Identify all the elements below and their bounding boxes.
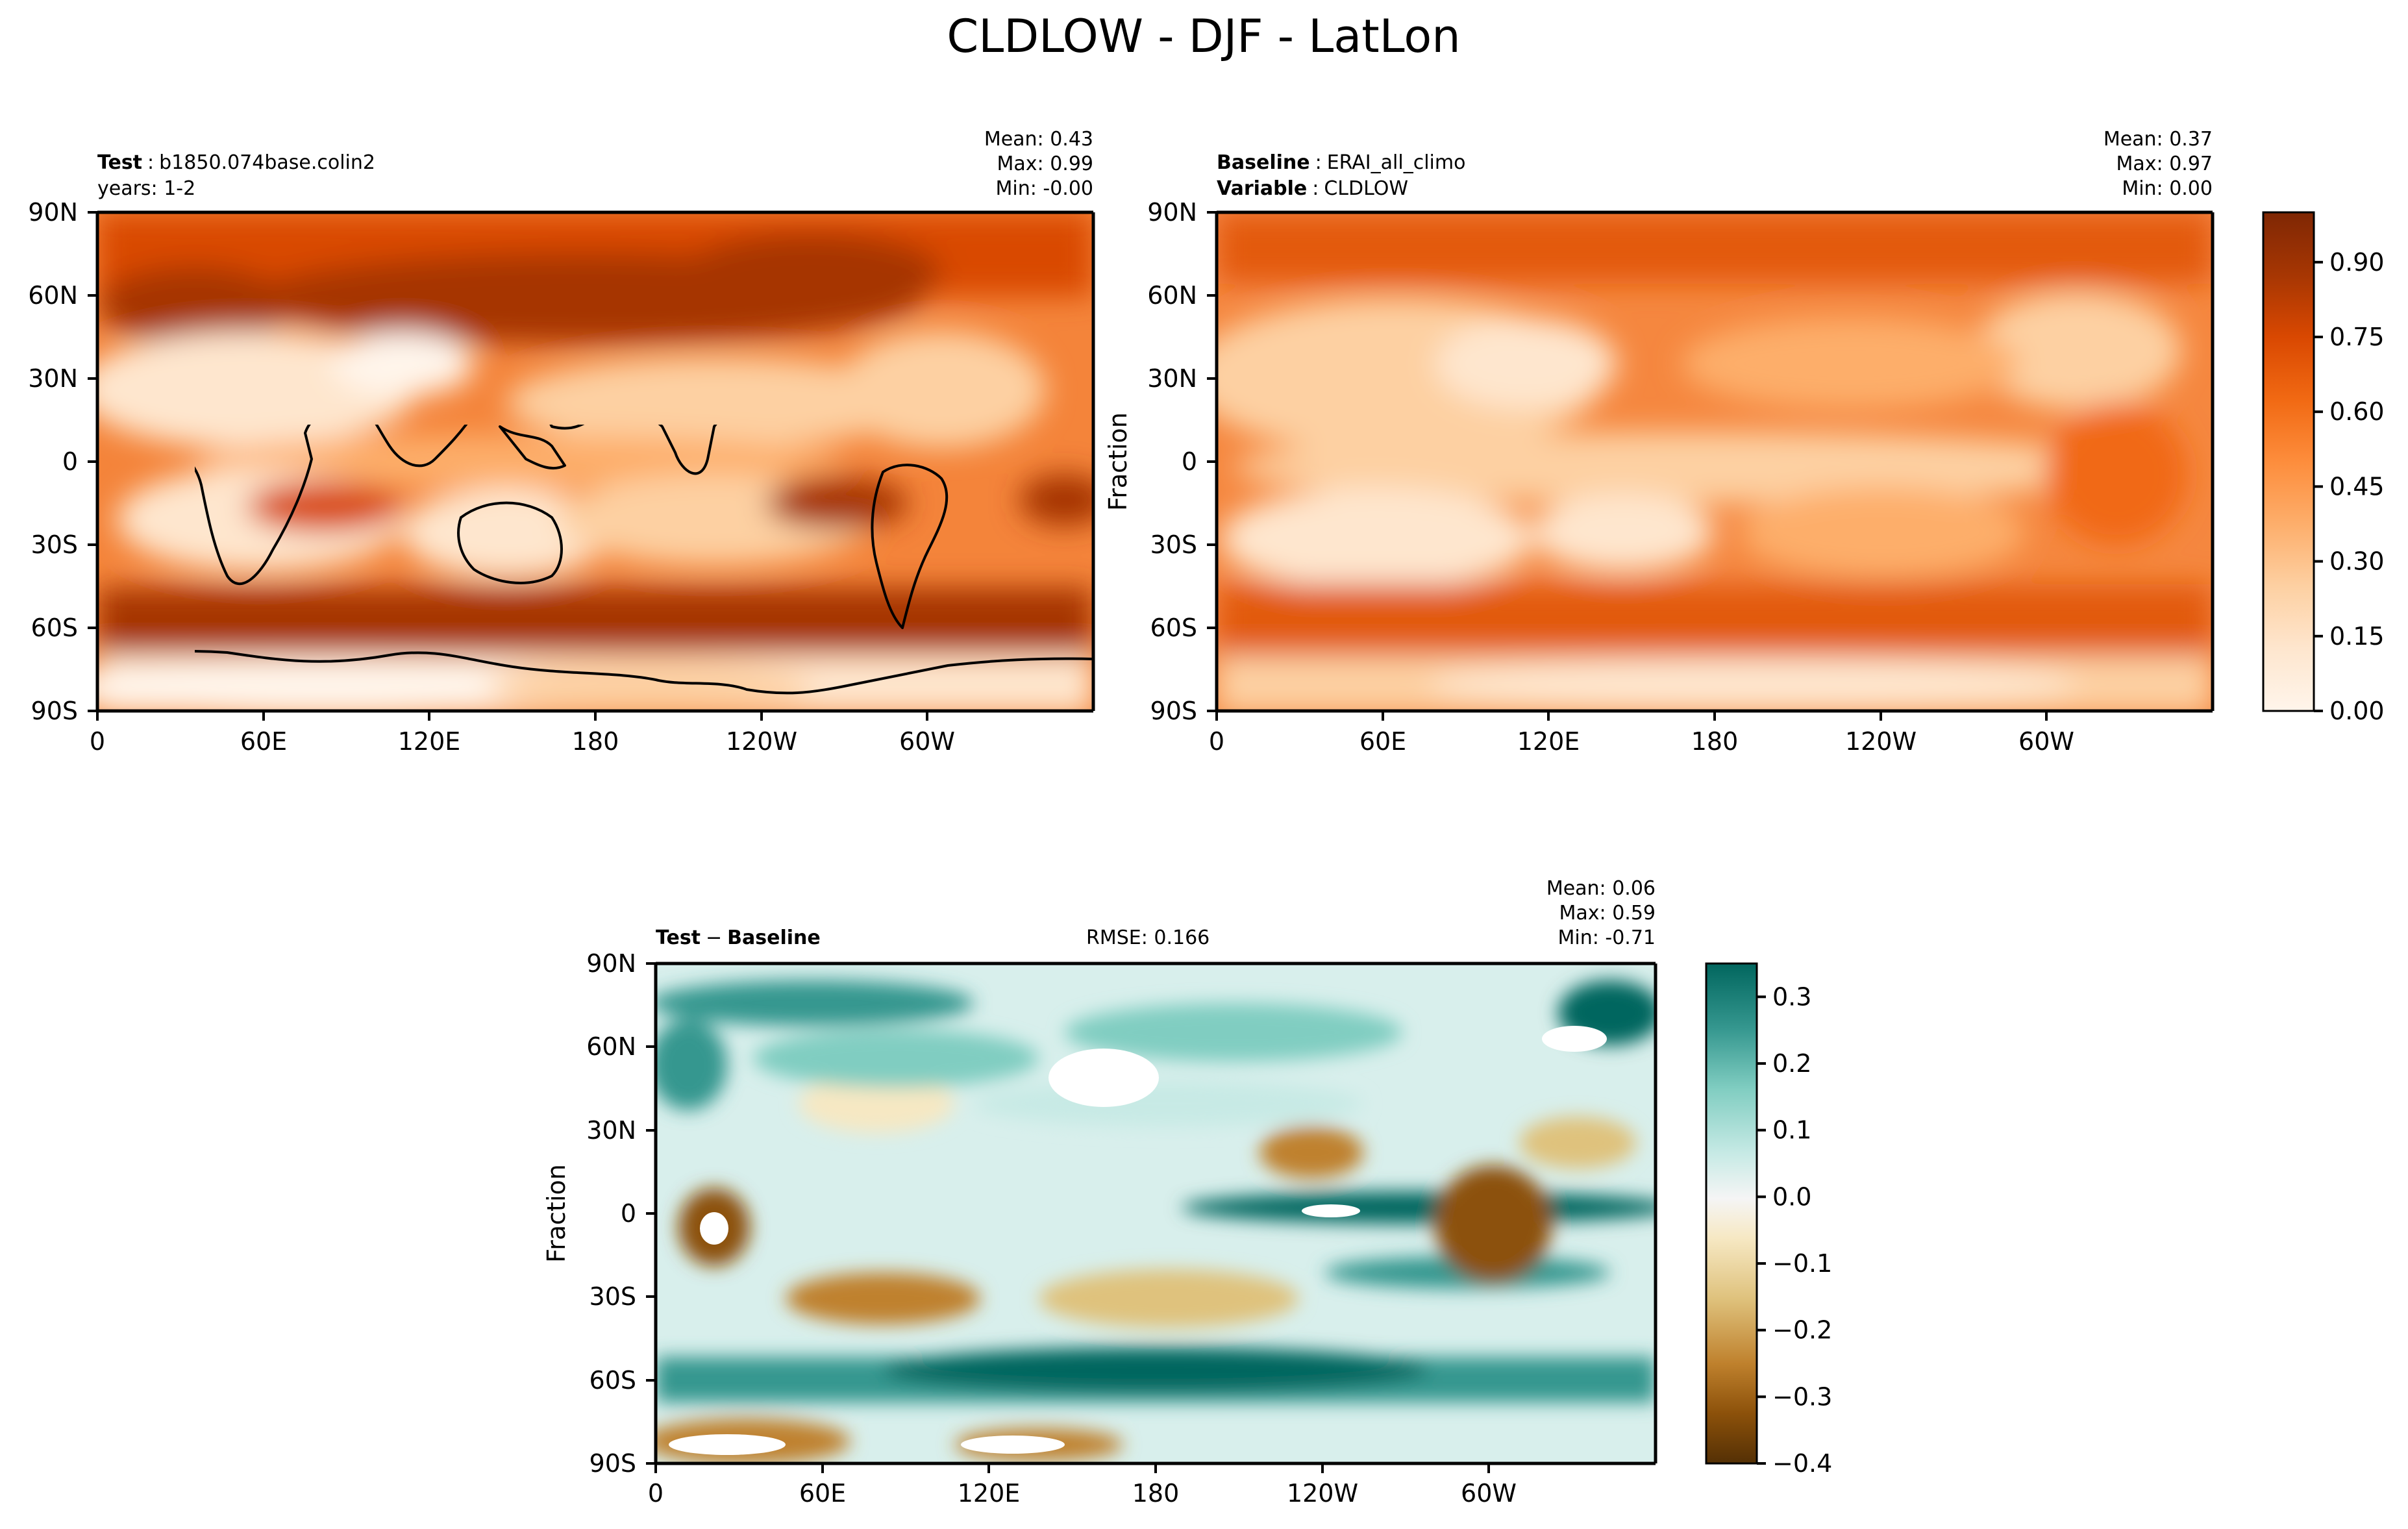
panel-baseline-yticks: 90N 60N 30N 0 30S 60S 90S — [1147, 198, 1217, 725]
panel-test: Test: b1850.074base.colin2 years: 1-2 Mea… — [28, 128, 1095, 756]
colorbar-difference-ticklabel: −0.2 — [1772, 1316, 1832, 1345]
colorbar-fraction-ticklabel: 0.45 — [2329, 472, 2385, 501]
panel-baseline-header: Baseline: ERAI_all_climo — [1217, 151, 1465, 174]
panel-baseline-xtick-60e: 60E — [1359, 727, 1406, 756]
panel-baseline-ytick-90s: 90S — [1150, 697, 1197, 725]
panel-test-header: Test: b1850.074base.colin2 — [97, 151, 375, 174]
panel-test-xtick-60e: 60E — [240, 727, 287, 756]
panel-baseline-xtick-60w: 60W — [2018, 727, 2074, 756]
panel-diff-ytick-30s: 30S — [590, 1282, 636, 1311]
panel-diff-xtick-0: 0 — [648, 1479, 664, 1508]
panel-baseline-ytick-0: 0 — [1182, 447, 1197, 476]
panel-diff-max: Max: 0.59 — [1559, 902, 1656, 925]
panel-test-field — [97, 212, 1093, 711]
panel-diff-xtick-60e: 60E — [799, 1479, 846, 1508]
colorbar-difference-ticklabel: 0.3 — [1772, 982, 1811, 1011]
panel-diff-xtick-120e: 120E — [958, 1479, 1021, 1508]
colorbar-difference-ticklabel: 0.0 — [1772, 1182, 1811, 1211]
colorbar-fraction-ticklabel: 0.75 — [2329, 323, 2385, 351]
panel-diff-ytick-90s: 90S — [590, 1449, 636, 1478]
panel-baseline-xtick-0: 0 — [1209, 727, 1224, 756]
panel-test-xtick-120w: 120W — [726, 727, 797, 756]
panel-diff-xticks: 0 60E 120E 180 120W 60W — [648, 1463, 1517, 1508]
panel-diff-xtick-120w: 120W — [1287, 1479, 1358, 1508]
panel-diff-ytick-60s: 60S — [590, 1366, 636, 1395]
panel-baseline-ytick-30n: 30N — [1147, 364, 1197, 393]
panel-baseline-variable-value: CLDLOW — [1324, 177, 1408, 200]
colorbar-difference-ticklabel: 0.1 — [1772, 1116, 1811, 1145]
colorbar-difference-ticklabel: −0.3 — [1772, 1382, 1832, 1411]
colorbar-fraction-ticklabel: 0.90 — [2329, 248, 2385, 277]
panel-baseline: Baseline: ERAI_all_climo Variable: CLDLOW … — [1104, 128, 2385, 756]
panel-test-years: years: 1-2 — [97, 177, 195, 200]
panel-diff-yticks: 90N 60N 30N 0 30S 60S 90S — [586, 949, 656, 1478]
panel-diff-rmse: RMSE: 0.166 — [1086, 926, 1210, 949]
panel-diff-xtick-180: 180 — [1132, 1479, 1180, 1508]
panel-test-max: Max: 0.99 — [997, 153, 1093, 175]
panel-diff-ytick-60n: 60N — [586, 1032, 636, 1061]
panel-baseline-xtick-120e: 120E — [1517, 727, 1580, 756]
panel-test-xtick-180: 180 — [572, 727, 619, 756]
panel-test-xtick-0: 0 — [90, 727, 105, 756]
panel-test-ytick-90s: 90S — [31, 697, 78, 725]
panel-diff-field — [656, 963, 1656, 1463]
colorbar-difference: 0.3 0.2 0.1 0.0 −0.1 −0.2 −0.3 −0.4 — [1705, 962, 1832, 1478]
panel-test-xtick-60w: 60W — [899, 727, 955, 756]
panel-baseline-ytick-60s: 60S — [1150, 614, 1197, 642]
colorbar-difference-ticklabel: −0.1 — [1772, 1249, 1832, 1278]
panel-baseline-variable: Variable: CLDLOW — [1217, 177, 1408, 200]
panel-baseline-xtick-180: 180 — [1691, 727, 1739, 756]
colorbar-fraction-ticklabel: 0.15 — [2329, 622, 2385, 651]
panel-test-ytick-90n: 90N — [28, 198, 78, 227]
panel-diff-min: Min: -0.71 — [1558, 926, 1656, 949]
panel-diff-header: Test − Baseline — [656, 926, 821, 949]
panel-diff-xtick-60w: 60W — [1461, 1479, 1517, 1508]
panel-diff-header-test: Test — [656, 926, 701, 949]
panel-baseline-min: Min: 0.00 — [2122, 177, 2213, 200]
colorbar-fraction: 0.00 0.15 0.30 0.45 0.60 0.75 0.90 — [2262, 211, 2385, 725]
panel-baseline-ytick-60n: 60N — [1147, 281, 1197, 310]
panel-test-ytick-30n: 30N — [28, 364, 78, 393]
panel-baseline-ylabel: Fraction — [1104, 412, 1132, 511]
panel-test-header-label: Test — [97, 151, 142, 174]
panel-diff-ytick-90n: 90N — [586, 949, 636, 978]
panel-diff-mean: Mean: 0.06 — [1546, 877, 1656, 900]
panel-baseline-xticks: 0 60E 120E 180 120W 60W — [1209, 711, 2074, 756]
panel-baseline-header-label: Baseline — [1217, 151, 1310, 174]
panel-baseline-xtick-120w: 120W — [1845, 727, 1917, 756]
panel-baseline-header-value: ERAI_all_climo — [1327, 151, 1466, 174]
colorbar-fraction-ticklabel: 0.00 — [2329, 697, 2385, 725]
panel-baseline-max: Max: 0.97 — [2116, 153, 2213, 175]
panel-baseline-mean: Mean: 0.37 — [2104, 128, 2213, 151]
colorbar-difference-ticklabel: −0.4 — [1772, 1449, 1832, 1478]
panel-test-ytick-0: 0 — [62, 447, 78, 476]
panel-diff-ylabel: Fraction — [542, 1164, 571, 1263]
panel-test-xticks: 0 60E 120E 180 120W 60W — [90, 711, 955, 756]
panel-baseline-ytick-90n: 90N — [1147, 198, 1197, 227]
panel-test-ytick-30s: 30S — [31, 530, 78, 559]
panel-test-ytick-60s: 60S — [31, 614, 78, 642]
panel-baseline-variable-label: Variable — [1217, 177, 1307, 200]
colorbar-fraction-ticklabel: 0.60 — [2329, 397, 2385, 426]
panel-test-min: Min: -0.00 — [996, 177, 1094, 200]
panel-diff-ytick-30n: 30N — [586, 1116, 636, 1145]
panel-diff-ytick-0: 0 — [621, 1199, 636, 1228]
panel-diff-header-minus: − — [706, 926, 722, 949]
panel-test-header-value: b1850.074base.colin2 — [159, 151, 375, 174]
panel-test-ytick-60n: 60N — [28, 281, 78, 310]
panel-baseline-ytick-30s: 30S — [1150, 530, 1197, 559]
panel-difference: Test − Baseline RMSE: 0.166 Mean: 0.06 Max… — [542, 877, 1832, 1508]
panel-test-mean: Mean: 0.43 — [984, 128, 1093, 151]
colorbar-difference-ticklabel: 0.2 — [1772, 1049, 1811, 1078]
panel-test-yticks: 90N 60N 30N 0 30S 60S 90S — [28, 198, 97, 725]
figure-title: CLDLOW - DJF - LatLon — [947, 10, 1460, 63]
colorbar-fraction-ticklabel: 0.30 — [2329, 547, 2385, 576]
panel-test-coastlines — [195, 425, 1094, 695]
panel-baseline-field — [1217, 212, 2213, 711]
panel-test-xtick-120e: 120E — [398, 727, 461, 756]
panel-diff-header-baseline: Baseline — [727, 926, 821, 949]
